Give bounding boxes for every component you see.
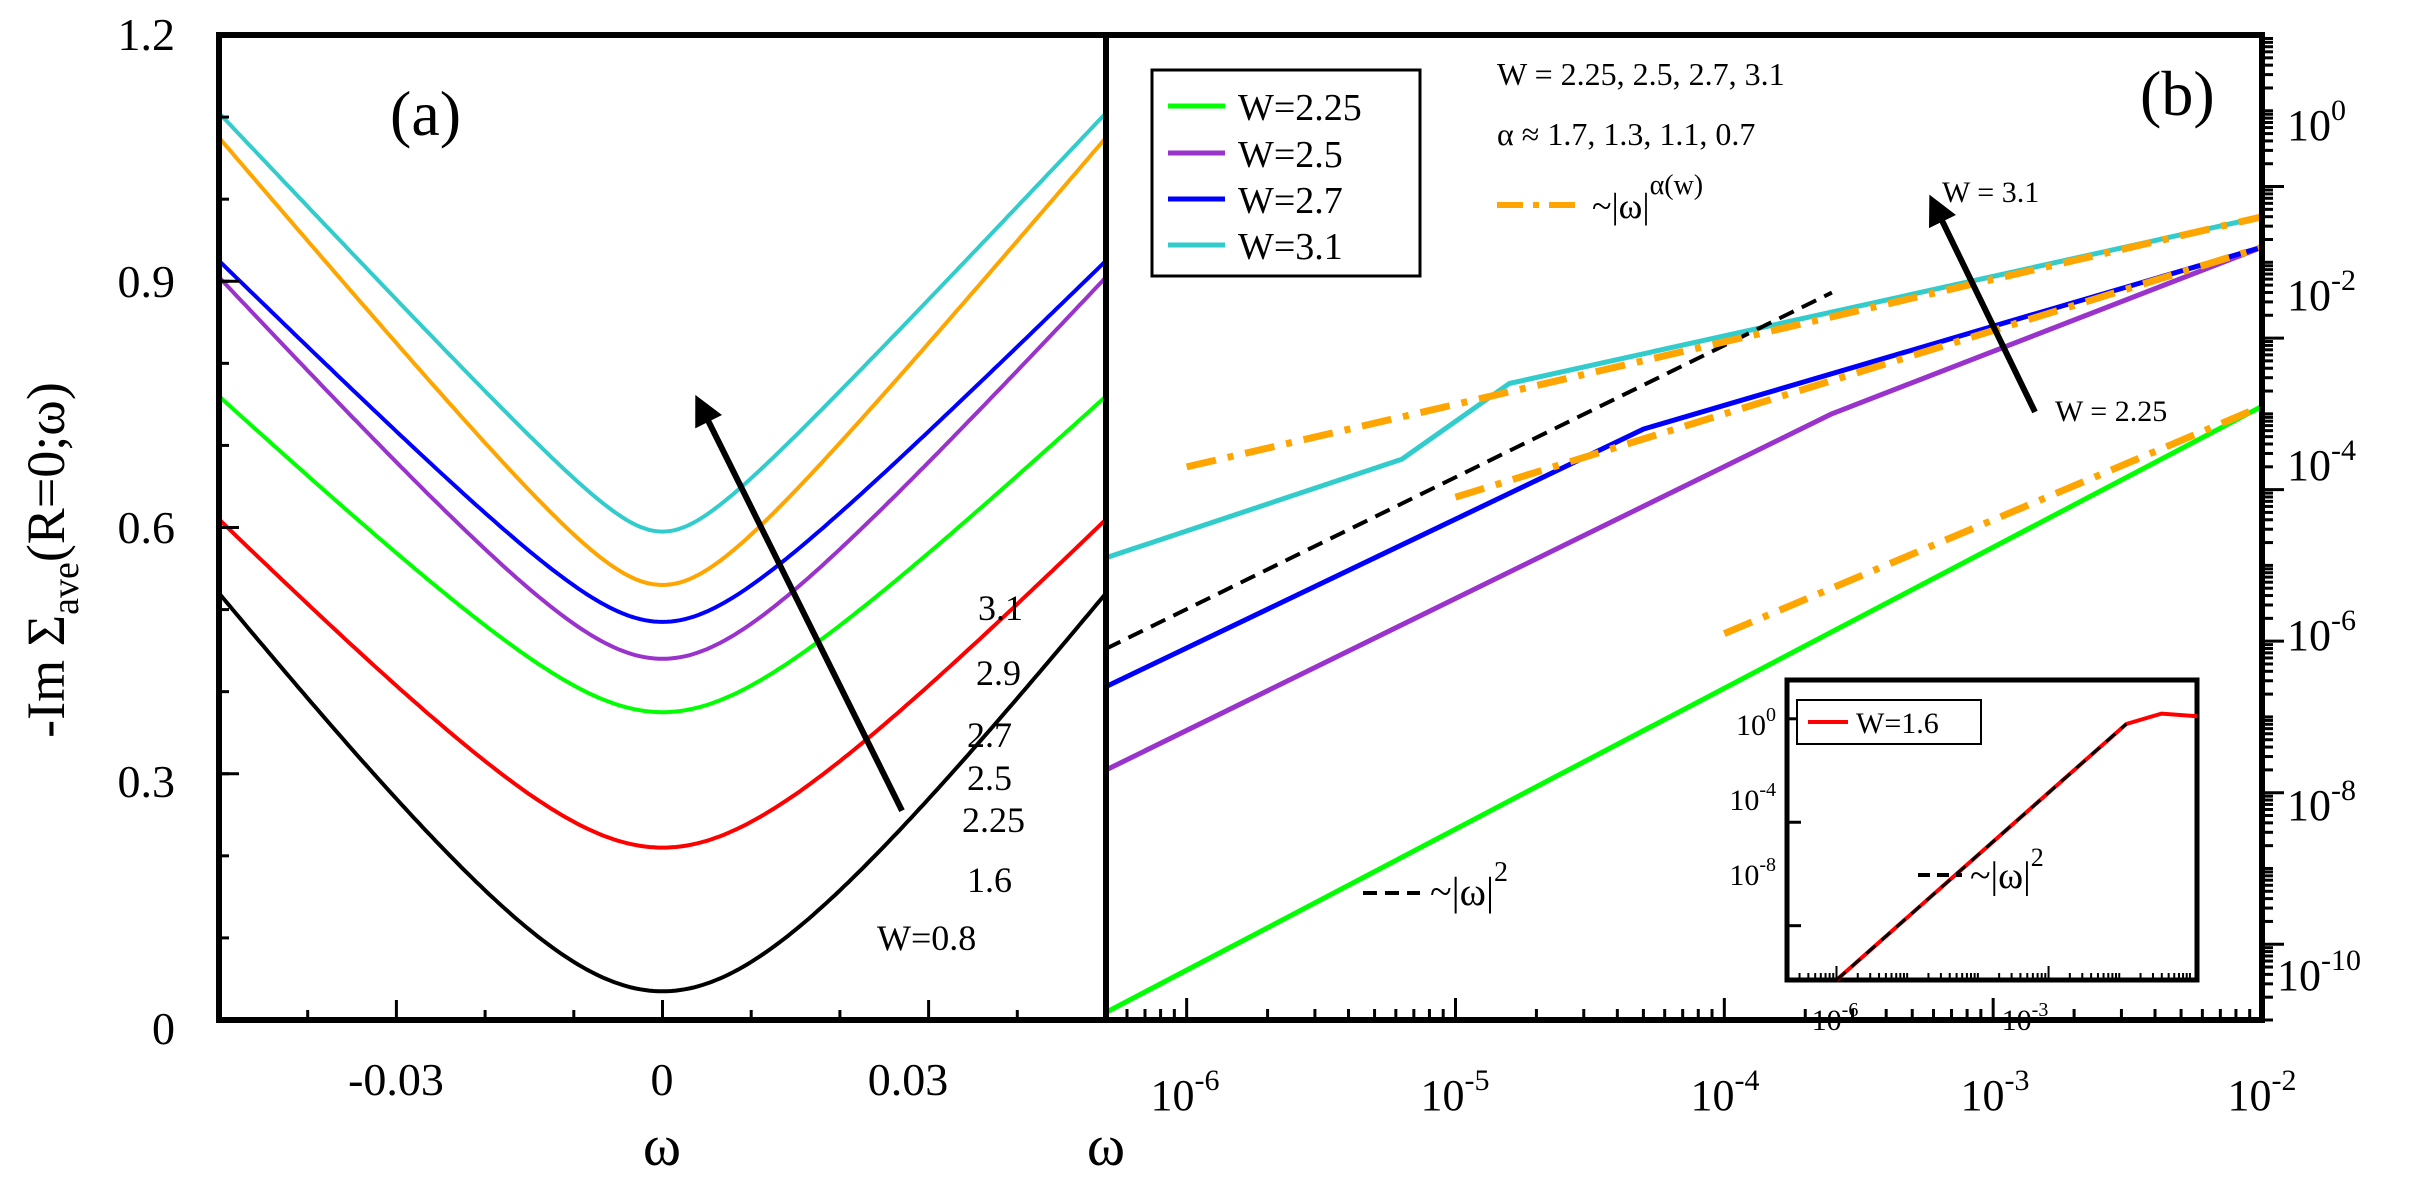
b-w-list: W = 2.25, 2.5, 2.7, 3.1: [1497, 56, 1785, 92]
b-fit-line: [1454, 243, 2264, 501]
b-ytick-label: 10-4: [2287, 434, 2356, 490]
inset-xtick-label: 10-6: [1812, 999, 1859, 1037]
panel-b-curves: [1104, 213, 2264, 1015]
b-alpha-fit-label: ~|ω|α(w): [1592, 170, 1703, 226]
b-series-line: [1105, 214, 2263, 561]
b-series-line: [1104, 244, 2263, 773]
a-curve-label: 3.1: [978, 588, 1023, 628]
panel-a-curves: [217, 111, 1108, 994]
inset-curves: [1835, 711, 2198, 982]
a-curve-label: 2.9: [976, 653, 1021, 693]
a-curve-label: 2.7: [967, 715, 1012, 755]
b-legend: W=2.25 W=2.5 W=2.7 W=3.1: [1150, 68, 1422, 278]
inset-ticks: [1786, 717, 2191, 980]
a-xtick-label: -0.03: [348, 1054, 444, 1105]
a-series-line: [217, 275, 1108, 661]
b-ytick-label: 10-8: [2287, 774, 2356, 830]
a-xtick-label: 0: [651, 1054, 674, 1105]
a-ylabel-sub: ave: [45, 562, 87, 615]
b-ytick-label: 10-6: [2287, 604, 2356, 660]
a-series-line: [217, 517, 1108, 850]
b-xtick-label: 10-4: [1691, 1064, 1760, 1120]
b-fit-line: [1105, 290, 1833, 651]
panel-b: (b) 10-6 10-5 10-4 10-3 10-2 ω 100 10-2 …: [1087, 32, 2361, 1178]
a-ylabel-main: -Im Σ: [16, 615, 76, 738]
a-ytick-label: 0.9: [118, 256, 176, 307]
a-xtick-label: 0.03: [868, 1054, 949, 1105]
a-ytick-label: 0.3: [118, 756, 176, 807]
a-series-line: [217, 394, 1108, 715]
inset-fit-label: ~|ω|2: [1970, 843, 2044, 897]
b-arrow-bottom-label: W = 2.25: [2055, 395, 2167, 428]
inset-series-line: [1835, 711, 2198, 982]
panel-a: (a) 0 0.3 0.6 0.9 1.2 -0.03 0 0.03 ω -Im…: [16, 9, 1109, 1178]
b-legend-entry: W=2.7: [1238, 180, 1343, 222]
b-arrow-top-label: W = 3.1: [1942, 176, 2039, 209]
b-square-fit-label: ~|ω|2: [1430, 857, 1508, 914]
b-xtick-label: 10-2: [2228, 1064, 2297, 1120]
panel-b-label: (b): [2140, 58, 2215, 129]
a-series-line: [217, 136, 1108, 588]
b-fit-line: [1722, 403, 2264, 637]
b-series-line: [1104, 404, 2264, 1015]
inset-ytick-label: 10-4: [1729, 779, 1776, 817]
b-xlabel: ω: [1087, 1113, 1125, 1178]
a-curve-label: 1.6: [967, 860, 1012, 900]
b-xtick-label: 10-6: [1151, 1064, 1220, 1120]
inset-xtick-label: 10-3: [2002, 999, 2049, 1037]
b-ytick-label: 10-2: [2287, 264, 2356, 320]
panel-a-ticks: [217, 33, 1108, 1022]
panel-b-ticks: [1125, 36, 2284, 1022]
a-curve-label: 2.5: [967, 758, 1012, 798]
inset-legend-entry: W=1.6: [1856, 707, 1939, 740]
a-xlabel: ω: [643, 1113, 681, 1178]
b-fit-line: [1185, 213, 2263, 471]
b-xtick-label: 10-3: [1961, 1064, 2030, 1120]
b-ytick-label: 10-10: [2277, 944, 2361, 1000]
a-ytick-label: 0: [152, 1003, 175, 1054]
b-legend-entry: W=2.25: [1238, 87, 1362, 129]
inset: W=1.6 ~|ω|2 100 10-4 10-8 10-6 10-3: [1729, 677, 2200, 1037]
a-ytick-label: 1.2: [118, 9, 176, 60]
inset-fit-line: [1835, 722, 2128, 982]
inset-ytick-label: 10-8: [1729, 854, 1776, 892]
a-curve-label: 2.25: [962, 800, 1025, 840]
a-ylabel: -Im Σave(R=0;ω): [16, 382, 87, 738]
a-curve-label: W=0.8: [877, 918, 976, 958]
panel-a-label: (a): [390, 78, 461, 149]
inset-ytick-label: 100: [1736, 704, 1776, 742]
b-arrow-line: [1928, 194, 2038, 414]
b-legend-entry: W=2.5: [1238, 134, 1343, 176]
a-ytick-label: 0.6: [118, 502, 176, 553]
panel-a-arrow: [695, 394, 905, 813]
a-series-line: [217, 111, 1108, 534]
b-ytick-label: 100: [2287, 94, 2346, 150]
b-xtick-label: 10-5: [1421, 1064, 1490, 1120]
a-series-line: [217, 259, 1108, 624]
a-ylabel-tail: (R=0;ω): [16, 382, 76, 562]
b-alpha-list: α ≈ 1.7, 1.3, 1.1, 0.7: [1497, 116, 1755, 152]
b-legend-entry: W=3.1: [1238, 226, 1343, 268]
panel-b-arrow: [1928, 194, 2038, 414]
a-arrow-line: [695, 394, 905, 813]
a-series-line: [217, 591, 1108, 994]
